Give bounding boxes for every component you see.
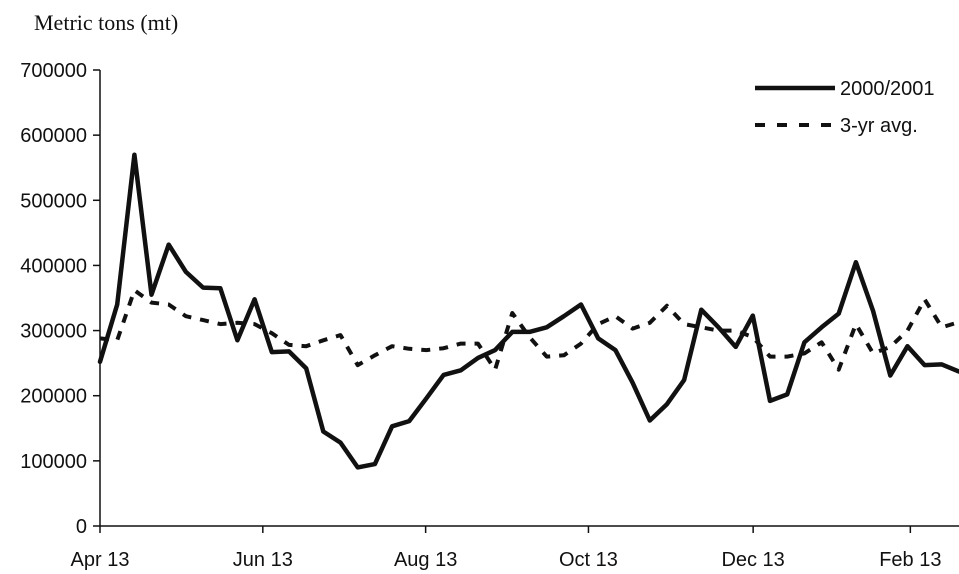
- x-tick-label: Oct 13: [559, 549, 618, 571]
- series-line-average: [99, 288, 959, 372]
- y-tick-label: 400000: [20, 255, 87, 277]
- y-tick-label: 100000: [20, 451, 87, 473]
- legend-label-average: 3-yr avg.: [840, 115, 918, 137]
- x-tick-label: Apr 13: [71, 549, 130, 571]
- x-tick-label: Aug 13: [394, 549, 457, 571]
- y-tick-label: 600000: [20, 125, 87, 147]
- x-tick-label: Dec 13: [721, 549, 784, 571]
- y-tick-label: 200000: [20, 386, 87, 408]
- x-tick-label: Jun 13: [233, 549, 293, 571]
- y-tick-label: 300000: [20, 321, 87, 343]
- x-tick-label: Feb 13: [879, 549, 941, 571]
- y-tick-label: 700000: [20, 60, 87, 82]
- y-tick-label: 500000: [20, 190, 87, 212]
- series-line-current: [97, 152, 959, 470]
- y-axis-unit-label: Metric tons (mt): [34, 10, 179, 35]
- y-tick-label: 0: [76, 516, 87, 538]
- legend-label-current: 2000/2001: [840, 78, 935, 100]
